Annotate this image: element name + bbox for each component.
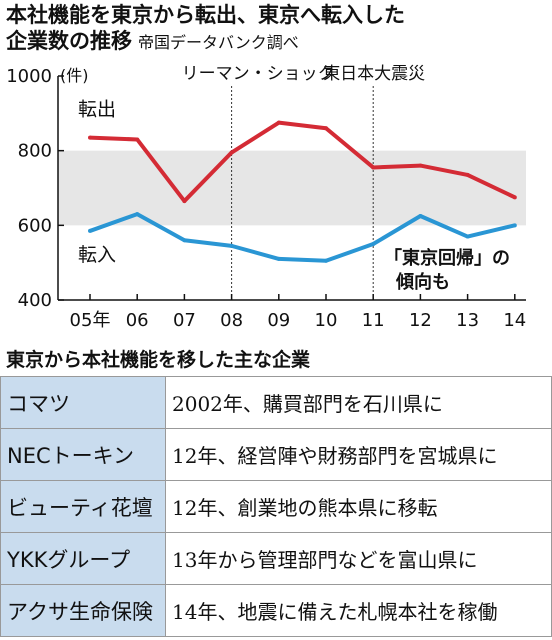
y-tick-label: 1000 (6, 66, 52, 87)
company-description: 14年、地震に備えた札幌本社を稼働 (165, 584, 552, 637)
table-row: ビューティ花壇 12年、創業地の熊本県に移転 (0, 480, 552, 533)
data-point (182, 238, 187, 243)
data-point (418, 163, 423, 168)
data-point (182, 199, 187, 204)
x-tick-label: 10 (315, 310, 338, 331)
data-point (88, 135, 92, 140)
company-name: NECトーキン (0, 428, 166, 481)
annotation-line2: 傾向も (395, 271, 450, 293)
source-note: 帝国データバンク調べ (138, 33, 299, 52)
data-point (371, 242, 376, 246)
company-description: 12年、経営陣や財務部門を宮城県に (165, 428, 552, 481)
y-tick-label: 400 (18, 290, 52, 311)
y-tick-label: 600 (18, 215, 52, 236)
table-row: コマツ 2002年、購買部門を石川県に (0, 376, 552, 429)
x-tick-label: 09 (267, 310, 290, 331)
companies-table: コマツ 2002年、購買部門を石川県に NECトーキン 12年、経営陣や財務部門を宮城… (0, 376, 552, 637)
x-tick-label: 11 (362, 310, 385, 331)
section-title: 東京から本社機能を移した主な企業 (6, 349, 311, 371)
series-line-outflow (89, 120, 516, 204)
chart-title-line2: 企業数の推移 帝国データバンク調べ (6, 28, 546, 56)
chart-title-part2: 企業数の推移 (6, 29, 132, 53)
data-point (229, 150, 234, 155)
series-line-inflow (89, 212, 516, 263)
company-name: ビューティ花壇 (0, 480, 166, 533)
series-label: 転入 (78, 244, 116, 266)
data-point (324, 258, 328, 263)
y-tick-label: 800 (18, 141, 52, 162)
annotation-line1: 「東京回帰」の (384, 247, 510, 269)
x-tick-label: 05年 (70, 310, 111, 331)
x-tick-label: 13 (456, 310, 479, 331)
table-row: アクサ生命保険 14年、地震に備えた札幌本社を稼働 (0, 584, 552, 637)
table-row: YKKグループ 13年から管理部門などを富山県に (0, 532, 552, 585)
x-tick-label: 12 (409, 310, 432, 331)
company-description: 12年、創業地の熊本県に移転 (165, 480, 552, 533)
company-name: コマツ (0, 376, 166, 429)
shaded-band (58, 150, 526, 226)
data-point (229, 243, 234, 248)
data-point (324, 126, 328, 131)
data-point (512, 195, 517, 200)
x-tick-label: 14 (503, 310, 526, 331)
chart-header: 本社機能を東京から転出、東京へ転入した 企業数の推移 帝国データバンク調べ (6, 2, 546, 56)
company-description: 2002年、購買部門を石川県に (165, 376, 552, 429)
data-point (135, 212, 140, 217)
data-point (512, 223, 517, 228)
event-label: リーマン・ショック (182, 64, 335, 84)
data-point (276, 120, 281, 125)
y-unit-label: (件) (60, 66, 89, 85)
x-tick-label: 07 (173, 310, 196, 331)
series-label: 転出 (78, 99, 116, 121)
data-point (371, 165, 376, 170)
x-tick-label: 08 (220, 310, 243, 331)
event-label: 東日本大震災 (323, 64, 425, 84)
company-name: YKKグループ (0, 532, 166, 585)
chart-title: 本社機能を東京から転出、東京へ転入した (6, 3, 405, 27)
company-name: アクサ生命保険 (0, 584, 166, 637)
data-point (418, 214, 423, 218)
x-tick-label: 06 (126, 310, 149, 331)
data-point (88, 228, 92, 233)
data-point (465, 172, 470, 177)
company-description: 13年から管理部門などを富山県に (165, 532, 552, 585)
table-row: NECトーキン 12年、経営陣や財務部門を宮城県に (0, 428, 552, 481)
data-point (465, 234, 470, 239)
data-point (276, 256, 281, 261)
data-point (135, 137, 140, 142)
